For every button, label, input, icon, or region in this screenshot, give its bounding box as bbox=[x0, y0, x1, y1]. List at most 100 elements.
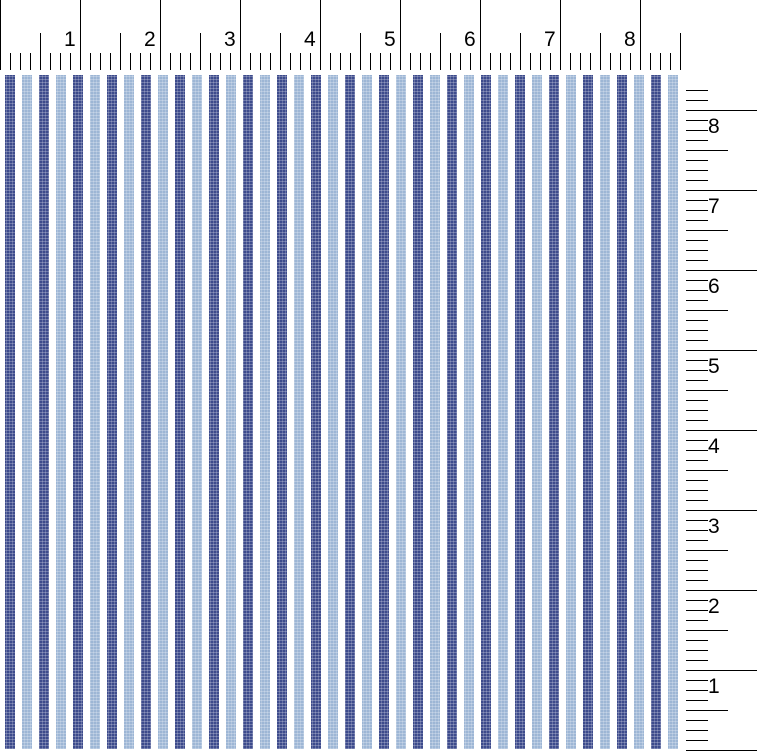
ruler-minor-tick bbox=[686, 580, 708, 581]
ruler-minor-tick bbox=[686, 730, 708, 731]
ruler-minor-tick bbox=[686, 400, 708, 401]
ruler-minor-tick bbox=[686, 520, 708, 521]
ruler-minor-tick bbox=[686, 470, 728, 471]
ruler-major-tick bbox=[240, 0, 241, 70]
ruler-minor-tick bbox=[686, 530, 708, 531]
ruler-minor-tick bbox=[10, 53, 11, 70]
ruler-minor-tick bbox=[490, 53, 491, 70]
ruler-minor-tick bbox=[340, 53, 341, 70]
ruler-minor-tick bbox=[620, 53, 621, 70]
ruler-minor-tick bbox=[686, 720, 708, 721]
ruler-minor-tick bbox=[686, 380, 708, 381]
ruler-minor-tick bbox=[100, 53, 101, 70]
ruler-minor-tick bbox=[686, 610, 708, 611]
ruler-minor-tick bbox=[150, 53, 151, 70]
right-ruler-label: 2 bbox=[708, 595, 720, 618]
ruler-minor-tick bbox=[686, 220, 708, 221]
ruler-minor-tick bbox=[686, 630, 728, 631]
top-ruler-label: 2 bbox=[144, 28, 156, 51]
ruler-minor-tick bbox=[660, 53, 661, 70]
ruler-minor-tick bbox=[686, 370, 708, 371]
ruler-minor-tick bbox=[460, 53, 461, 70]
ruler-minor-tick bbox=[230, 53, 231, 70]
ruler-major-tick bbox=[80, 0, 81, 70]
ruler-minor-tick bbox=[686, 230, 728, 231]
ruler-minor-tick bbox=[686, 260, 708, 261]
ruler-minor-tick bbox=[686, 480, 708, 481]
ruler-major-tick bbox=[320, 0, 321, 70]
ruler-minor-tick bbox=[686, 290, 708, 291]
ruler-minor-tick bbox=[680, 33, 681, 70]
ruler-minor-tick bbox=[120, 33, 121, 70]
ruler-minor-tick bbox=[686, 540, 708, 541]
ruler-major-tick bbox=[686, 670, 757, 671]
ruler-minor-tick bbox=[686, 390, 728, 391]
ruler-minor-tick bbox=[130, 53, 131, 70]
ruler-minor-tick bbox=[520, 33, 521, 70]
ruler-minor-tick bbox=[540, 53, 541, 70]
ruler-minor-tick bbox=[686, 250, 708, 251]
ruler-minor-tick bbox=[200, 33, 201, 70]
ruler-minor-tick bbox=[260, 53, 261, 70]
ruler-minor-tick bbox=[686, 300, 708, 301]
top-ruler-label: 6 bbox=[464, 28, 476, 51]
ruler-minor-tick bbox=[180, 53, 181, 70]
top-ruler-label: 4 bbox=[304, 28, 316, 51]
fabric-swatch bbox=[0, 75, 682, 749]
ruler-minor-tick bbox=[310, 53, 311, 70]
top-ruler-label: 5 bbox=[384, 28, 396, 51]
ruler-minor-tick bbox=[60, 53, 61, 70]
ruler-minor-tick bbox=[686, 410, 708, 411]
right-ruler-label: 6 bbox=[708, 275, 720, 298]
ruler-minor-tick bbox=[280, 33, 281, 70]
ruler-minor-tick bbox=[686, 340, 708, 341]
ruler-minor-tick bbox=[686, 310, 728, 311]
ruler-minor-tick bbox=[270, 53, 271, 70]
right-ruler-label: 8 bbox=[708, 115, 720, 138]
ruler-minor-tick bbox=[210, 53, 211, 70]
ruler-minor-tick bbox=[686, 460, 708, 461]
right-ruler-label: 4 bbox=[708, 435, 720, 458]
top-ruler-label: 7 bbox=[544, 28, 556, 51]
ruler-minor-tick bbox=[580, 53, 581, 70]
ruler-major-tick bbox=[640, 0, 641, 70]
ruler-minor-tick bbox=[686, 660, 708, 661]
right-ruler-label: 1 bbox=[708, 675, 720, 698]
ruler-minor-tick bbox=[530, 53, 531, 70]
ruler-minor-tick bbox=[686, 130, 708, 131]
ruler-minor-tick bbox=[670, 53, 671, 70]
ruler-minor-tick bbox=[190, 53, 191, 70]
ruler-minor-tick bbox=[90, 53, 91, 70]
top-ruler-label: 8 bbox=[624, 28, 636, 51]
ruler-minor-tick bbox=[686, 680, 708, 681]
ruler-minor-tick bbox=[20, 53, 21, 70]
ruler-major-tick bbox=[686, 430, 757, 431]
ruler-major-tick bbox=[480, 0, 481, 70]
ruler-minor-tick bbox=[686, 360, 708, 361]
ruler-minor-tick bbox=[40, 33, 41, 70]
ruler-minor-tick bbox=[686, 450, 708, 451]
ruler-minor-tick bbox=[686, 330, 708, 331]
ruler-major-tick bbox=[686, 270, 757, 271]
ruler-minor-tick bbox=[686, 500, 708, 501]
ruler-major-tick bbox=[160, 0, 161, 70]
ruler-minor-tick bbox=[290, 53, 291, 70]
right-ruler-label: 5 bbox=[708, 355, 720, 378]
ruler-minor-tick bbox=[500, 53, 501, 70]
ruler-minor-tick bbox=[686, 740, 708, 741]
ruler-minor-tick bbox=[350, 53, 351, 70]
ruler-major-tick bbox=[686, 190, 757, 191]
ruler-minor-tick bbox=[50, 53, 51, 70]
fabric-texture bbox=[0, 75, 682, 749]
ruler-major-tick bbox=[560, 0, 561, 70]
ruler-minor-tick bbox=[470, 53, 471, 70]
ruler-minor-tick bbox=[410, 53, 411, 70]
ruler-minor-tick bbox=[686, 550, 728, 551]
top-ruler-label: 3 bbox=[224, 28, 236, 51]
ruler-minor-tick bbox=[440, 33, 441, 70]
ruler-minor-tick bbox=[686, 200, 708, 201]
ruler-minor-tick bbox=[686, 600, 708, 601]
ruler-minor-tick bbox=[686, 490, 708, 491]
ruler-major-tick bbox=[400, 0, 401, 70]
ruler-minor-tick bbox=[550, 53, 551, 70]
